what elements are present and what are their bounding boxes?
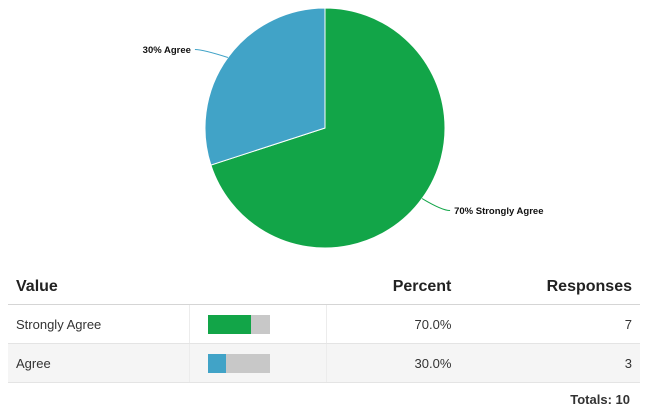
table-header-row: Value Percent Responses	[8, 268, 640, 305]
table-row: Agree 30.0% 3	[8, 343, 640, 383]
header-responses: Responses	[459, 268, 640, 305]
pie-slice-agree	[204, 7, 326, 166]
row-value: Agree	[8, 343, 190, 383]
header-bar	[189, 268, 327, 305]
results-table: Value Percent Responses Strongly Agree 7…	[8, 268, 640, 383]
pie-slice-strongly-agree	[210, 7, 446, 249]
header-value: Value	[8, 268, 190, 305]
percent-bar-track	[207, 353, 270, 373]
slice-label: 70% Strongly Agree	[454, 206, 543, 217]
slice-label: 30% Agree	[143, 45, 191, 56]
table-row: Strongly Agree 70.0% 7	[8, 304, 640, 344]
row-percent: 30.0%	[326, 343, 460, 383]
totals-value: 10	[615, 392, 630, 407]
row-percent: 70.0%	[326, 304, 460, 344]
totals-label: Totals:	[570, 392, 612, 407]
leader-line	[421, 198, 451, 212]
percent-bar-fill	[207, 353, 227, 373]
row-bar	[188, 304, 327, 344]
percent-bar-fill	[207, 314, 252, 334]
totals: Totals: 10	[570, 392, 630, 407]
row-responses: 3	[459, 343, 640, 383]
row-bar	[188, 343, 327, 383]
row-responses: 7	[459, 304, 640, 344]
header-percent: Percent	[326, 268, 460, 305]
pie-chart: 70% Strongly Agree 30% Agree	[143, 7, 543, 249]
leader-line	[194, 48, 229, 58]
percent-bar-track	[207, 314, 270, 334]
row-value: Strongly Agree	[8, 304, 190, 344]
